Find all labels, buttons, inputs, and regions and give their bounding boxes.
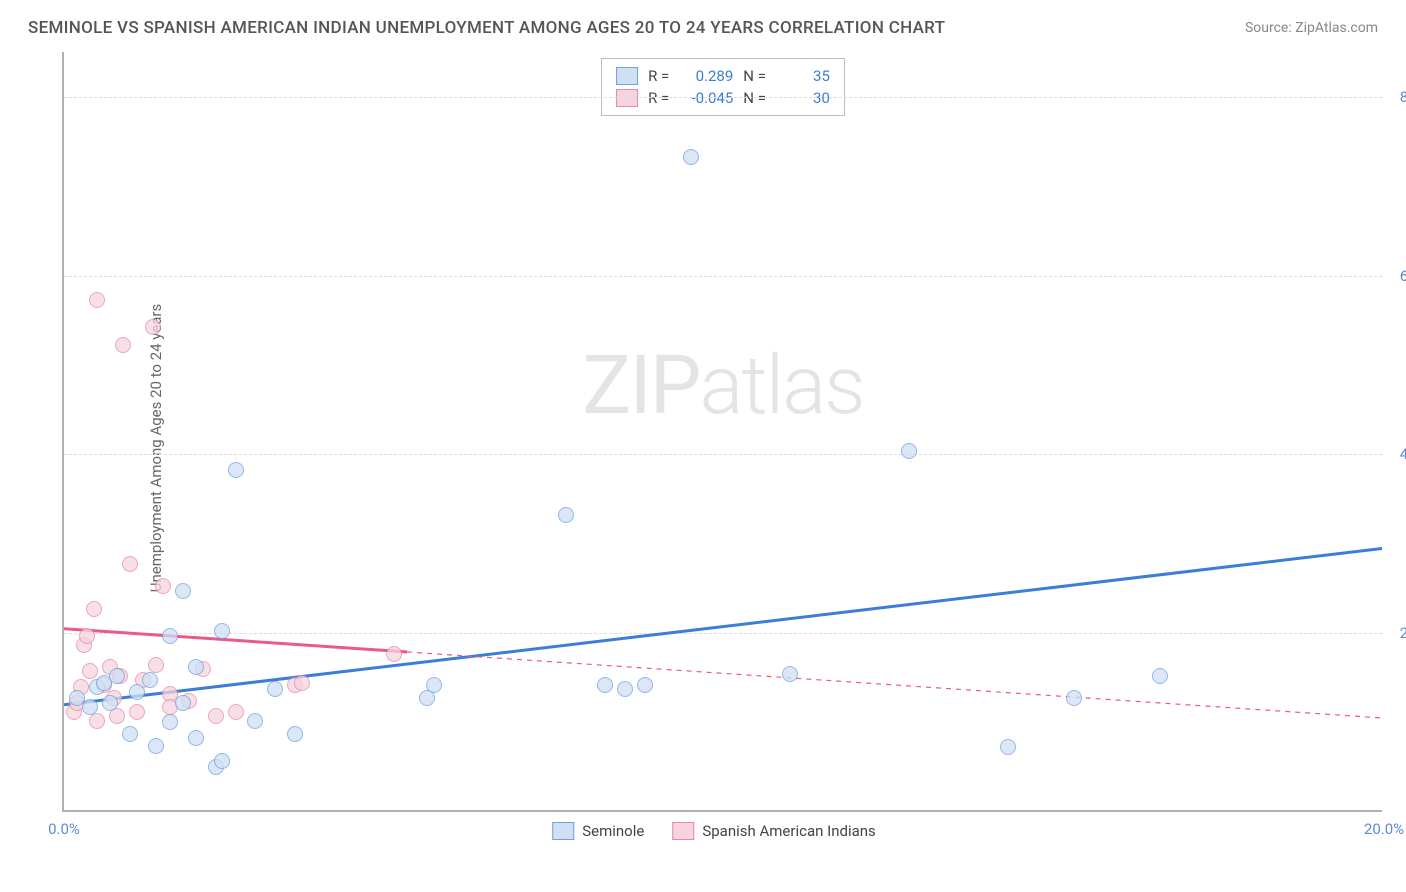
- data-point: [162, 628, 178, 644]
- swatch-seminole-icon: [552, 822, 574, 840]
- data-point: [175, 583, 191, 599]
- data-point: [597, 677, 613, 693]
- data-point: [228, 704, 244, 720]
- data-point: [208, 708, 224, 724]
- source-label: Source: ZipAtlas.com: [1245, 20, 1378, 36]
- data-point: [109, 668, 125, 684]
- data-point: [115, 337, 131, 353]
- data-point: [102, 695, 118, 711]
- chart-header: SEMINOLE VS SPANISH AMERICAN INDIAN UNEM…: [0, 0, 1406, 46]
- data-point: [188, 730, 204, 746]
- x-tick-label: 0.0%: [48, 820, 80, 838]
- stats-row-1: R = -0.045 N = 30: [616, 87, 830, 109]
- y-tick-label: 40.0%: [1400, 445, 1406, 463]
- data-point: [901, 443, 917, 459]
- data-point: [1000, 739, 1016, 755]
- y-tick-label: 80.0%: [1400, 88, 1406, 106]
- data-point: [129, 684, 145, 700]
- data-point: [86, 601, 102, 617]
- y-tick-label: 60.0%: [1400, 267, 1406, 285]
- gridline: [64, 276, 1382, 277]
- chart-title: SEMINOLE VS SPANISH AMERICAN INDIAN UNEM…: [28, 18, 945, 38]
- data-point: [637, 677, 653, 693]
- data-point: [145, 319, 161, 335]
- data-point: [426, 677, 442, 693]
- data-point: [214, 623, 230, 639]
- data-point: [1152, 668, 1168, 684]
- data-point: [214, 753, 230, 769]
- data-point: [89, 292, 105, 308]
- legend-item-seminole: Seminole: [552, 822, 644, 840]
- swatch-spanish: [616, 89, 638, 107]
- swatch-spanish-icon: [672, 822, 694, 840]
- gridline: [64, 454, 1382, 455]
- data-point: [129, 704, 145, 720]
- watermark: ZIPatlas: [582, 338, 863, 434]
- legend-item-spanish: Spanish American Indians: [672, 822, 875, 840]
- data-point: [162, 714, 178, 730]
- data-point: [175, 695, 191, 711]
- data-point: [287, 726, 303, 742]
- plot-area: ZIPatlas R = 0.289 N = 35 R = -0.045 N =…: [62, 52, 1382, 812]
- chart-container: Unemployment Among Ages 20 to 24 years Z…: [42, 52, 1386, 844]
- stats-legend: R = 0.289 N = 35 R = -0.045 N = 30: [601, 58, 845, 116]
- data-point: [142, 672, 158, 688]
- x-tick-label: 20.0%: [1364, 820, 1404, 838]
- y-tick-label: 20.0%: [1400, 624, 1406, 642]
- data-point: [1066, 690, 1082, 706]
- data-point: [386, 646, 402, 662]
- data-point: [122, 726, 138, 742]
- data-point: [82, 699, 98, 715]
- data-point: [82, 663, 98, 679]
- swatch-seminole: [616, 67, 638, 85]
- data-point: [558, 507, 574, 523]
- data-point: [188, 659, 204, 675]
- data-point: [267, 681, 283, 697]
- data-point: [122, 556, 138, 572]
- data-point: [683, 149, 699, 165]
- gridline: [64, 97, 1382, 98]
- data-point: [228, 462, 244, 478]
- data-point: [155, 578, 171, 594]
- data-point: [247, 713, 263, 729]
- data-point: [148, 657, 164, 673]
- data-point: [148, 738, 164, 754]
- data-point: [782, 666, 798, 682]
- data-point: [294, 675, 310, 691]
- gridline: [64, 633, 1382, 634]
- bottom-legend: Seminole Spanish American Indians: [552, 822, 876, 840]
- data-point: [79, 628, 95, 644]
- data-point: [617, 681, 633, 697]
- stats-row-0: R = 0.289 N = 35: [616, 65, 830, 87]
- trend-lines: [64, 52, 1382, 810]
